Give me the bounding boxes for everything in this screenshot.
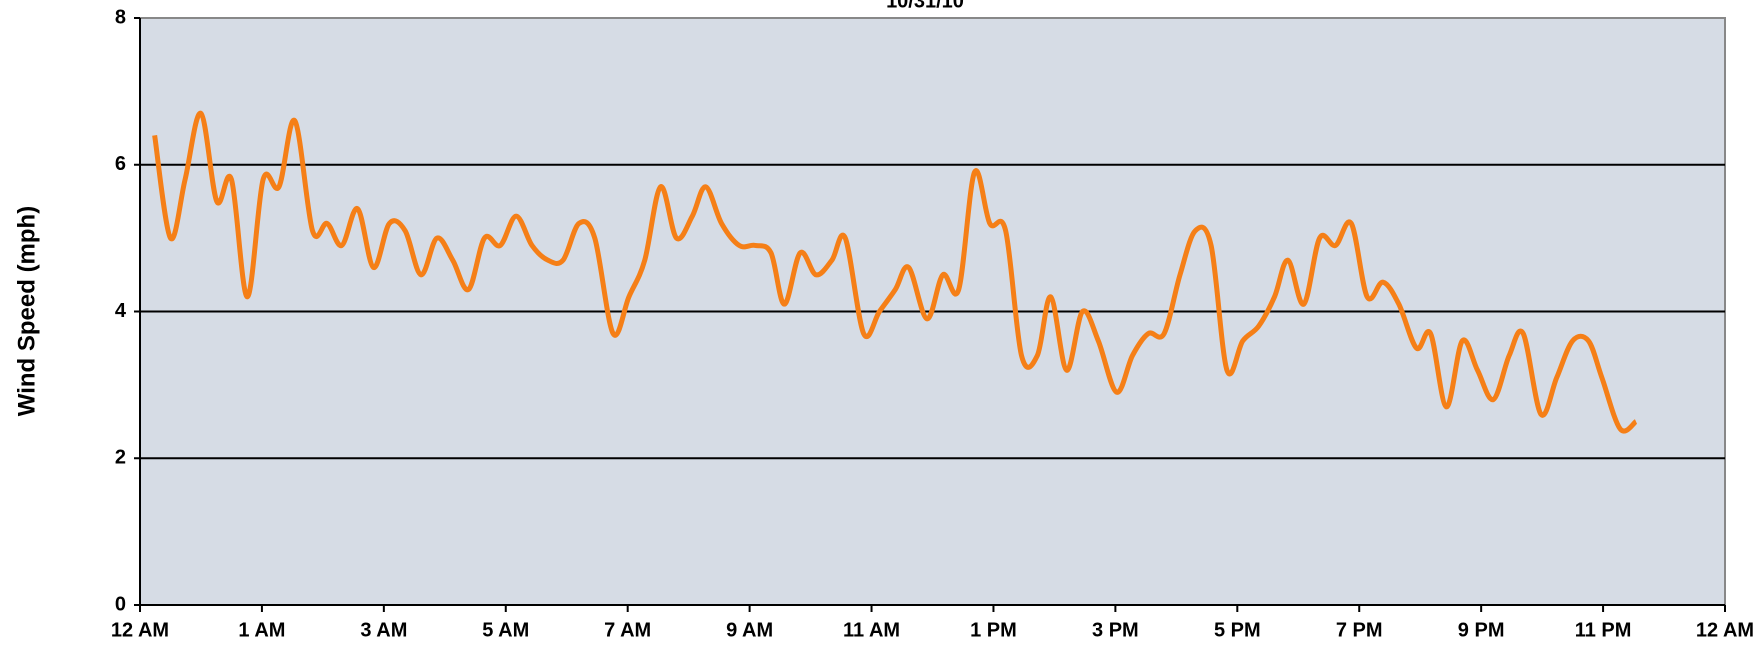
x-tick-label: 12 AM (111, 619, 169, 641)
data-line (152, 110, 1638, 434)
chart-title: 10/31/10 (886, 0, 964, 12)
y-tick-label: 2 (115, 447, 126, 469)
x-tick-label: 11 PM (1575, 619, 1632, 641)
y-tick-label: 8 (115, 6, 126, 28)
y-axis-title: Wind Speed (mph) (13, 206, 40, 416)
x-tick-label: 5 AM (482, 619, 529, 641)
x-tick-label: 11 AM (843, 619, 900, 641)
x-tick-label: 12 AM (1696, 619, 1754, 641)
x-tick-label: 1 PM (970, 619, 1017, 641)
x-tick-label: 5 PM (1214, 619, 1261, 641)
x-tick-label: 3 AM (360, 619, 407, 641)
x-tick-label: 9 PM (1458, 619, 1505, 641)
x-tick-label: 7 AM (604, 619, 651, 641)
x-tick-label: 3 PM (1092, 619, 1139, 641)
y-tick-label: 4 (115, 300, 127, 322)
y-tick-label: 6 (115, 153, 126, 175)
y-tick-label: 0 (115, 593, 126, 615)
x-tick-label: 7 PM (1336, 619, 1383, 641)
x-tick-label: 1 AM (238, 619, 285, 641)
x-tick-label: 9 AM (726, 619, 773, 641)
